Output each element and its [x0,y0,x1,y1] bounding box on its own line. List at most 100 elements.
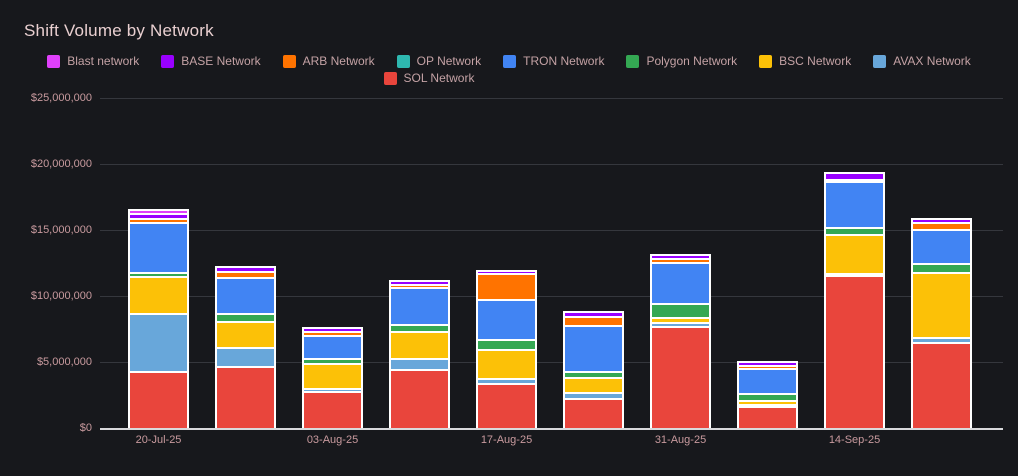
stacked-bar[interactable] [824,172,885,428]
gridline [100,98,1003,99]
legend-item-bsc-network[interactable]: BSC Network [759,54,851,68]
bar-segment-bsc-network[interactable] [476,348,537,380]
bar-segment-bsc-network[interactable] [824,233,885,275]
bar-segment-avax-network[interactable] [215,346,276,368]
legend-item-polygon-network[interactable]: Polygon Network [626,54,737,68]
bar-segment-base-network[interactable] [563,310,624,318]
bar-segment-bsc-network[interactable] [650,316,711,324]
y-tick-label: $15,000,000 [30,224,92,236]
stacked-bar[interactable] [476,269,537,428]
bar-segment-tron-network[interactable] [389,286,450,326]
bar-segment-arb-network[interactable] [215,271,276,279]
bar-segment-bsc-network[interactable] [215,321,276,349]
bar-segment-arb-network[interactable] [128,217,189,224]
legend-swatch [383,71,397,85]
gridline [100,230,1003,231]
bar-segment-blast-network[interactable] [128,209,189,215]
bar-segment-base-network[interactable] [389,280,450,286]
bar-segment-avax-network[interactable] [128,313,189,374]
bar-segment-arb-network[interactable] [650,257,711,264]
bar-segment-tron-network[interactable] [563,325,624,373]
stacked-bar[interactable] [650,253,711,428]
bar-segment-polygon-network[interactable] [911,263,972,274]
bar-segment-polygon-network[interactable] [650,303,711,319]
legend-item-tron-network[interactable]: TRON Network [503,54,604,68]
bar-segment-base-network[interactable] [128,213,189,220]
bar-segment-tron-network[interactable] [215,276,276,316]
stacked-bar[interactable] [302,327,363,428]
bar-segment-base-network[interactable] [737,360,798,367]
bar-segment-avax-network[interactable] [650,321,711,328]
chart-title: Shift Volume by Network [24,21,214,40]
stacked-bar[interactable] [563,310,624,428]
bar-segment-polygon-network[interactable] [302,358,363,365]
legend-swatch [282,54,296,68]
bar-segment-base-network[interactable] [215,265,276,274]
bar-segment-sol-network[interactable] [737,405,798,428]
bar-segment-base-network[interactable] [302,327,363,334]
bar-segment-tron-network[interactable] [128,221,189,275]
bar-segment-base-network[interactable] [911,218,972,225]
bar-segment-polygon-network[interactable] [563,370,624,379]
bar-segment-polygon-network[interactable] [476,338,537,351]
stacked-bar[interactable] [128,209,189,428]
legend-item-blast-network[interactable]: Blast network [47,54,139,68]
stacked-bar[interactable] [911,218,972,428]
bar-segment-sol-network[interactable] [824,274,885,428]
bar-segment-bsc-network[interactable] [128,276,189,316]
bar-segment-bsc-network[interactable] [737,399,798,406]
bar-segment-bsc-network[interactable] [563,376,624,395]
legend-item-sol-network[interactable]: SOL Network [383,71,474,85]
bar-segment-arb-network[interactable] [476,273,537,301]
bar-segment-sol-network[interactable] [389,369,450,428]
bar-segment-tron-network[interactable] [824,181,885,230]
bar-segment-avax-network[interactable] [476,377,537,386]
bar-segment-tron-network[interactable] [737,368,798,396]
bar-segment-polygon-network[interactable] [737,393,798,402]
bar-segment-bsc-network[interactable] [302,362,363,390]
bar-segment-sol-network[interactable] [563,397,624,428]
bar-segment-avax-network[interactable] [389,358,450,372]
legend-item-base-network[interactable]: BASE Network [161,54,261,68]
bar-segment-arb-network[interactable] [389,283,450,289]
legend-swatch [759,54,773,68]
bar-segment-base-network[interactable] [650,253,711,260]
bar-segment-bsc-network[interactable] [911,271,972,339]
stacked-bar[interactable] [215,265,276,428]
legend-label: TRON Network [523,54,605,68]
bar-segment-arb-network[interactable] [911,222,972,231]
bar-segment-avax-network[interactable] [302,387,363,394]
bar-segment-sol-network[interactable] [215,365,276,428]
stacked-bar[interactable] [389,280,450,428]
bar-segment-arb-network[interactable] [563,315,624,328]
legend-label: Blast network [67,54,140,68]
bar-segment-polygon-network[interactable] [215,313,276,324]
legend-swatch [503,54,517,68]
bar-segment-arb-network[interactable] [737,364,798,370]
bar-segment-sol-network[interactable] [650,325,711,428]
legend-item-arb-network[interactable]: ARB Network [282,54,375,68]
bar-segment-polygon-network[interactable] [128,272,189,279]
bar-segment-sol-network[interactable] [128,371,189,428]
bar-segment-arb-network[interactable] [302,331,363,338]
bar-segment-base-network[interactable] [824,172,885,182]
legend-label: AVAX Network [893,54,971,68]
bar-segment-sol-network[interactable] [302,391,363,428]
bar-segment-polygon-network[interactable] [389,323,450,334]
bar-segment-bsc-network[interactable] [389,331,450,361]
bar-segment-tron-network[interactable] [476,298,537,341]
legend-item-avax-network[interactable]: AVAX Network [873,54,971,68]
bar-segment-tron-network[interactable] [650,261,711,306]
x-tick-label: 14-Sep-25 [828,434,881,446]
legend-label: BASE Network [181,54,261,68]
bar-segment-polygon-network[interactable] [824,227,885,236]
stacked-bar[interactable] [737,360,798,428]
legend-item-op-network[interactable]: OP Network [396,54,481,68]
bar-segment-sol-network[interactable] [476,383,537,428]
bar-segment-tron-network[interactable] [911,228,972,266]
bar-segment-sol-network[interactable] [911,342,972,428]
bar-segment-avax-network[interactable] [911,336,972,345]
bar-segment-tron-network[interactable] [302,335,363,361]
bar-segment-base-network[interactable] [476,269,537,276]
bar-segment-avax-network[interactable] [563,392,624,400]
